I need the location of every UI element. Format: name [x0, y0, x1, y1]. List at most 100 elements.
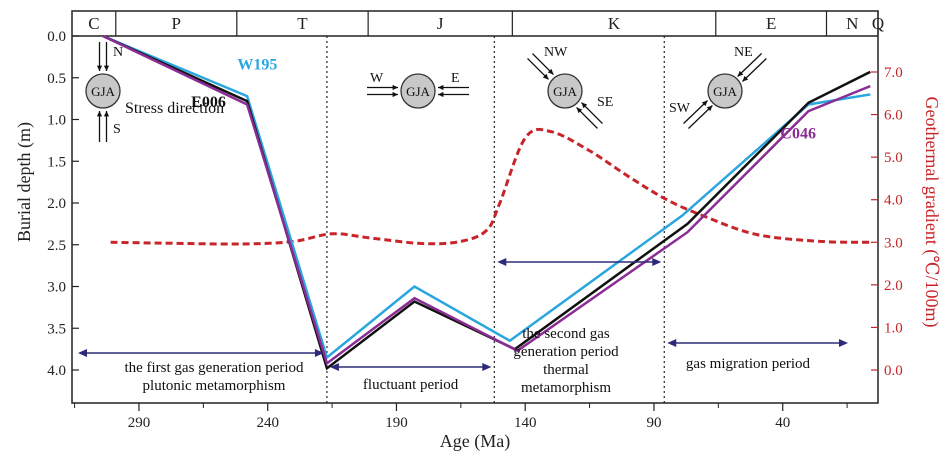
- arrow-northeast-b-shaft: [741, 58, 767, 82]
- x-tick-label: 40: [775, 415, 790, 431]
- gja-circle: [400, 73, 436, 109]
- y-right-tick-label: 2.0: [884, 278, 903, 294]
- arrow-northwest-a: [527, 58, 549, 80]
- stress-direction-caption: Stress direction: [125, 100, 224, 117]
- geothermal-curve-group: [110, 127, 871, 246]
- arrow-southeast-b: [576, 107, 598, 129]
- arrow-gas-migration-period-head-left: [667, 339, 677, 347]
- ann-second-gas-line: generation period: [513, 344, 619, 360]
- x-tick-label: 140: [514, 415, 537, 431]
- gja-label: GJA: [406, 84, 430, 99]
- y-left-tick-label: 3.5: [47, 321, 66, 337]
- arrow-north-b-head: [103, 65, 110, 71]
- y-left-tick-label: 4.0: [47, 363, 66, 379]
- y-right-tick-label: 4.0: [884, 193, 903, 209]
- arrow-south-a: [103, 111, 110, 142]
- y-right-tick-label: 3.0: [884, 235, 903, 251]
- axis-label-group: Age (Ma) Burial depth (m) Geothermal gra…: [14, 96, 942, 452]
- ann-second-gas-line: thermal: [543, 362, 589, 378]
- ann-gas-migration-line: gas migration period: [686, 356, 811, 372]
- series-line-c046: [102, 34, 871, 366]
- x-tick-label: 290: [128, 415, 151, 431]
- period-label-e: E: [766, 14, 776, 33]
- arrow-southwest-b-shaft: [683, 100, 709, 124]
- arrow-northeast-b: [741, 58, 767, 82]
- gja-label: GJA: [91, 84, 115, 99]
- dir-label-w: W: [370, 71, 384, 86]
- series-line-w195: [102, 34, 871, 360]
- gja-label: GJA: [713, 84, 737, 99]
- arrow-west-b-head: [392, 84, 398, 91]
- series-line-e006: [102, 34, 871, 371]
- period-label-n: N: [846, 14, 858, 33]
- arrow-west-b: [367, 84, 398, 91]
- arrow-east-b-head: [438, 91, 444, 98]
- arrow-fluctuant-period: [329, 363, 492, 371]
- arrow-west-a-head: [392, 91, 398, 98]
- y-right-tick-label: 5.0: [884, 150, 903, 166]
- arrow-second-gas-period-head-left: [497, 258, 507, 266]
- arrow-first-gas-period: [78, 349, 324, 357]
- arrow-northwest-a-head: [542, 73, 549, 80]
- arrow-northeast-a: [737, 53, 763, 77]
- y-left-tick-label: 0.5: [47, 71, 66, 87]
- y-left-tick-label: 3.0: [47, 280, 66, 296]
- arrow-southwest-a-head: [706, 105, 713, 112]
- dir-label-s: S: [113, 122, 121, 137]
- arrow-east-a: [438, 84, 469, 91]
- arrow-southeast-a: [581, 102, 603, 124]
- ann-fluctuant-line: fluctuant period: [363, 377, 459, 393]
- period-label-k: K: [608, 14, 621, 33]
- arrow-gas-migration-period-head-right: [839, 339, 848, 347]
- dir-label-e: E: [451, 71, 460, 86]
- arrow-southwest-a: [687, 105, 713, 129]
- dir-label-nw: NW: [544, 45, 568, 60]
- x-tick-label: 240: [256, 415, 279, 431]
- y-axis-left-title: Burial depth (m): [14, 122, 35, 242]
- y-left-tick-label: 1.5: [47, 154, 66, 170]
- arrow-west-a: [367, 91, 398, 98]
- arrow-southeast-a-head: [581, 102, 588, 109]
- burial-series-group: W195 E006 C046: [102, 34, 871, 371]
- gja-label: GJA: [553, 84, 577, 99]
- y-axis-right-title: Geothermal gradient (℃/100m): [921, 96, 942, 327]
- axes-group: 0.0 0.5 1.0 1.5 2.0 2.5 3.0 3.5 4.0 7.0 6.0 5.0 4.0 3…: [47, 10, 903, 431]
- x-tick-label: 190: [385, 415, 408, 431]
- gja-circle: [547, 73, 583, 109]
- x-axis-title: Age (Ma): [440, 431, 510, 452]
- arrow-south-b: [96, 111, 103, 142]
- arrow-east-b: [438, 91, 469, 98]
- arrow-north-b: [103, 42, 110, 71]
- arrow-north-a: [96, 42, 103, 71]
- arrow-fluctuant-period-head-left: [329, 363, 339, 371]
- series-label-w195: W195: [237, 56, 277, 73]
- arrow-first-gas-period-head-left: [78, 349, 87, 357]
- arrow-southwest-b: [683, 100, 709, 124]
- arrow-gas-migration-period: [667, 339, 848, 347]
- arrow-northwest-b: [532, 53, 554, 75]
- gja-circle: [85, 73, 121, 109]
- arrow-east-a-head: [438, 84, 444, 91]
- arrow-northeast-a-head: [737, 70, 744, 77]
- period-label-q: Q: [872, 14, 884, 33]
- arrow-northeast-a-shaft: [737, 53, 763, 77]
- y-left-tick-label: 2.5: [47, 238, 66, 254]
- arrow-north-a-head: [96, 65, 103, 71]
- y-right-tick-label: 0.0: [884, 363, 903, 379]
- y-left-tick-label: 2.0: [47, 196, 66, 212]
- arrow-first-gas-period-head-right: [314, 349, 324, 357]
- stress-glyph-group: GJA N S Stress direction GJA W E GJA NW SE GJA NE SW: [85, 42, 767, 142]
- dir-label-n: N: [113, 45, 123, 60]
- geothermal-gradient-curve: [110, 127, 871, 246]
- ann-second-gas-line: metamorphism: [521, 380, 611, 396]
- y-right-tick-label: 6.0: [884, 108, 903, 124]
- arrow-northeast-b-head: [742, 75, 749, 82]
- ann-second-gas-line: the second gas: [522, 326, 610, 342]
- ann-first-gas-line: the first gas generation period: [124, 360, 304, 376]
- arrow-southwest-b-head: [701, 100, 708, 107]
- ann-first-gas-line: plutonic metamorphism: [143, 378, 286, 394]
- arrow-south-a-head: [103, 111, 110, 117]
- arrow-southeast-b-head: [576, 107, 583, 114]
- series-label-e006: E006: [191, 94, 226, 111]
